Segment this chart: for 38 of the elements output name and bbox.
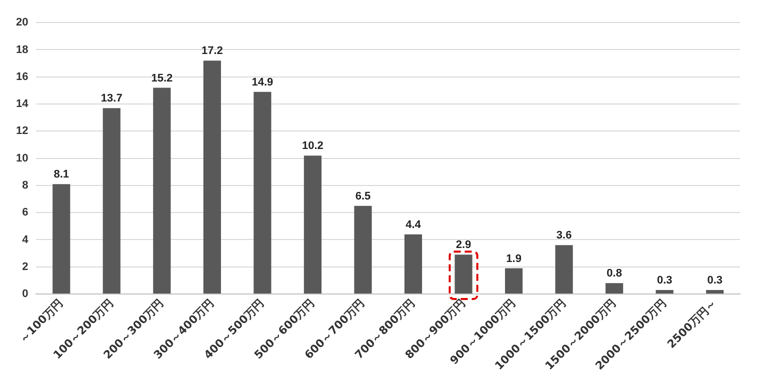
data-label: 0.8 <box>606 268 622 280</box>
data-label: 14.9 <box>252 76 274 88</box>
bar <box>304 156 322 294</box>
data-label: 4.4 <box>406 218 422 231</box>
bar <box>354 206 372 294</box>
data-label: 15.2 <box>151 72 173 84</box>
data-label: 3.6 <box>556 230 572 242</box>
data-label: 0.3 <box>656 274 672 286</box>
bar <box>706 290 724 294</box>
bar <box>153 88 171 294</box>
y-tick-label: 0 <box>22 288 28 300</box>
bar <box>504 268 523 294</box>
data-label: 6.5 <box>355 190 371 202</box>
y-tick-label: 2 <box>22 260 28 273</box>
y-tick-label: 16 <box>16 70 28 83</box>
data-label: 17.2 <box>201 45 223 58</box>
data-label: 1.9 <box>506 252 522 265</box>
y-tick-label: 20 <box>16 16 28 29</box>
data-label: 0.3 <box>707 274 723 286</box>
bar <box>254 92 272 294</box>
data-label: 10.2 <box>302 140 324 152</box>
bar <box>656 290 674 294</box>
bar <box>606 283 624 294</box>
y-tick-label: 12 <box>16 125 28 138</box>
bar <box>555 245 573 294</box>
bar <box>102 108 120 294</box>
y-tick-label: 18 <box>16 44 28 56</box>
bar <box>404 234 422 294</box>
y-tick-label: 14 <box>16 98 30 110</box>
y-tick-label: 6 <box>22 206 28 219</box>
data-label: 13.7 <box>100 92 122 105</box>
bar <box>52 184 70 294</box>
data-label: 2.9 <box>456 239 472 252</box>
y-tick-label: 8 <box>22 179 28 192</box>
y-tick-label: 10 <box>16 152 28 164</box>
y-tick-label: 4 <box>22 234 30 246</box>
bar <box>203 60 221 294</box>
data-label: 8.1 <box>54 168 70 181</box>
